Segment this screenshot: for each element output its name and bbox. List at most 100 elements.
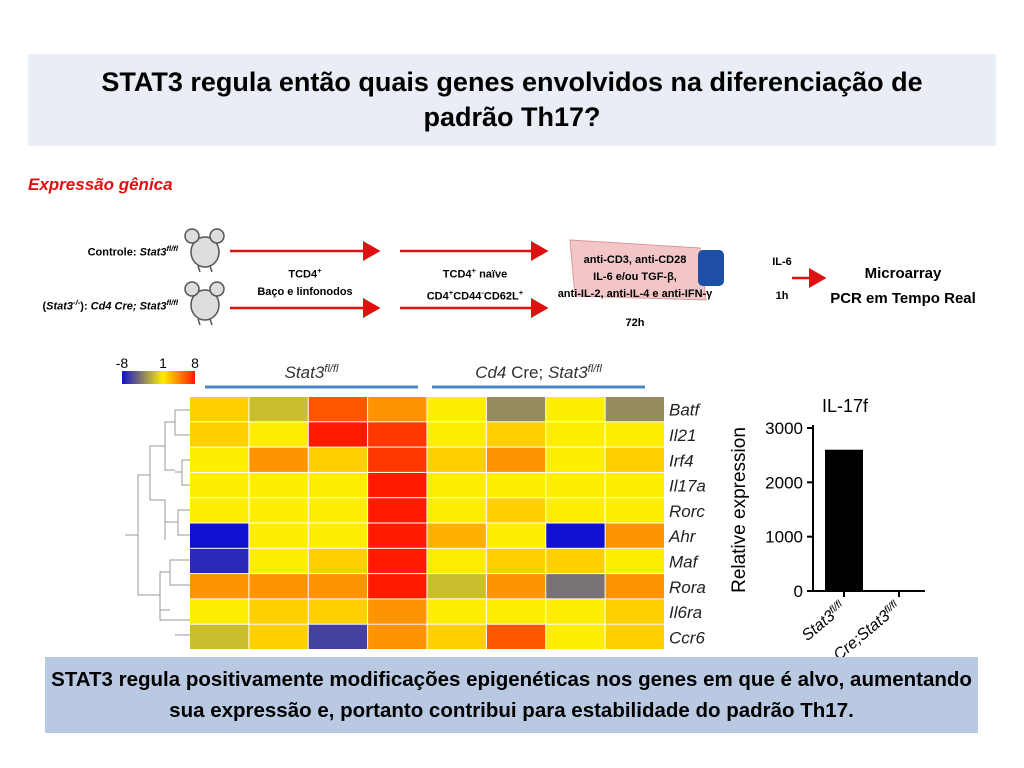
- heatmap-cell: [486, 574, 546, 599]
- text-part: Cre;: [506, 363, 548, 382]
- gene-label: Batf: [669, 401, 702, 420]
- heatmap-cell: [605, 548, 664, 574]
- heatmap-cell: [427, 574, 486, 599]
- text-part: TCD4: [288, 268, 318, 281]
- text-part: TCD4: [442, 268, 472, 281]
- heatmap-cell: [368, 472, 427, 498]
- heatmap-cell: [486, 599, 546, 624]
- text-part: -/-: [73, 298, 81, 307]
- heatmap-cell: [308, 548, 368, 574]
- y-axis-label: Relative expression: [729, 427, 750, 593]
- heatmap-cell: [486, 498, 546, 523]
- heatmap-cell: [368, 523, 427, 548]
- text-part: fl/fl: [166, 298, 178, 307]
- gene-label: Il21: [669, 426, 696, 445]
- text-part: Cre;Stat3: [831, 608, 894, 665]
- y-tick-label: 0: [794, 582, 803, 601]
- heatmap-cell: [546, 397, 605, 422]
- heatmap-cell: [546, 422, 605, 447]
- conclusion-box: [45, 657, 978, 733]
- conclusion-text: STAT3 regula positivamente modificações …: [51, 668, 972, 722]
- group-label: Controle: Stat3fl/fl: [88, 240, 178, 262]
- heatmap-cell: [368, 624, 427, 649]
- heatmap-cell: [546, 498, 605, 523]
- heatmap-cell: [249, 422, 308, 447]
- scale-tick-label: 8: [191, 355, 199, 371]
- y-tick-label: 3000: [765, 419, 803, 438]
- dendrogram: [125, 409, 190, 636]
- heatmap-cell: [427, 472, 486, 498]
- text-part: +: [317, 266, 322, 275]
- heatmap-cell: [308, 422, 368, 447]
- text-part: Cd4: [475, 363, 506, 382]
- text-part: CD4: [426, 290, 449, 303]
- gene-label: Maf: [669, 552, 700, 571]
- text-part: Stat3: [285, 363, 325, 382]
- group-label: (Stat3-/-): Cd4 Cre; Stat3fl/fl: [42, 294, 178, 316]
- step-line: TCD4+ naïve: [400, 262, 550, 284]
- gene-label: Il6ra: [669, 603, 702, 622]
- text-part: Cd4 Cre; Stat3: [90, 300, 167, 313]
- heatmap-cell: [486, 447, 546, 472]
- arrows: [230, 241, 827, 318]
- heatmap-cell: [605, 599, 664, 624]
- heatmap-cell: [190, 472, 249, 498]
- step-label: TCD4+ Baço e linfonodos: [230, 262, 380, 301]
- text-part: fl/fl: [166, 244, 178, 253]
- text-part: (: [42, 300, 47, 313]
- heatmap-cell: [427, 523, 486, 548]
- heatmap-cell: [190, 574, 249, 599]
- heatmap-cell: [605, 574, 664, 599]
- restim: IL-6: [772, 256, 792, 268]
- gene-label: Ahr: [668, 527, 697, 546]
- heatmap-cell: [546, 624, 605, 649]
- group-label: Cd4 Cre; Stat3fl/fl: [475, 363, 602, 382]
- text-part: fl/fl: [588, 363, 603, 375]
- gene-label: Rorc: [669, 502, 705, 521]
- heatmap-cell: [605, 498, 664, 523]
- heatmap-cell: [308, 498, 368, 523]
- text-part: +: [448, 287, 454, 297]
- heatmap-cell: [546, 574, 605, 599]
- mouse-icon: [184, 281, 225, 326]
- step-line: Baço e linfonodos: [230, 284, 380, 301]
- heatmap-cell: [249, 523, 308, 548]
- heatmap-cell: [546, 472, 605, 498]
- heatmap-cell: [427, 548, 486, 574]
- heatmap-cell: [249, 498, 308, 523]
- heatmap-cell: [249, 447, 308, 472]
- heatmap-cell: [486, 548, 546, 574]
- text-part: naïve: [476, 268, 508, 281]
- heatmap-cell: [546, 599, 605, 624]
- text-part: Controle:: [87, 246, 140, 259]
- heatmap-cell: [368, 498, 427, 523]
- y-tick-label: 2000: [765, 473, 803, 492]
- heatmap-cell: [368, 397, 427, 422]
- heatmap-cell: [308, 472, 368, 498]
- slide-title: STAT3 regula então quais genes envolvido…: [28, 54, 996, 146]
- heatmap-cell: [427, 624, 486, 649]
- text-part: Stat3: [46, 300, 74, 313]
- text-part: CD44: [453, 290, 482, 303]
- heatmap-cell: [546, 447, 605, 472]
- bar: [825, 449, 863, 591]
- step-label: TCD4+ naïve CD4+CD44-CD62L+: [400, 262, 550, 305]
- heatmap-cell: [308, 599, 368, 624]
- heatmap-cell: [605, 422, 664, 447]
- heatmap-cell: [249, 472, 308, 498]
- heatmap-cell: [368, 447, 427, 472]
- heatmap-cell: [190, 447, 249, 472]
- heatmap-cell: [249, 599, 308, 624]
- readout: Microarray PCR em Tempo Real: [820, 261, 986, 311]
- heatmap-cell: [249, 624, 308, 649]
- gene-label: Rora: [669, 578, 706, 597]
- text-part: ):: [80, 300, 91, 313]
- group-label: Stat3fl/fl: [285, 363, 339, 382]
- heatmap-cell: [546, 548, 605, 574]
- gene-label: Ccr6: [669, 628, 705, 647]
- heatmap-cell: [605, 523, 664, 548]
